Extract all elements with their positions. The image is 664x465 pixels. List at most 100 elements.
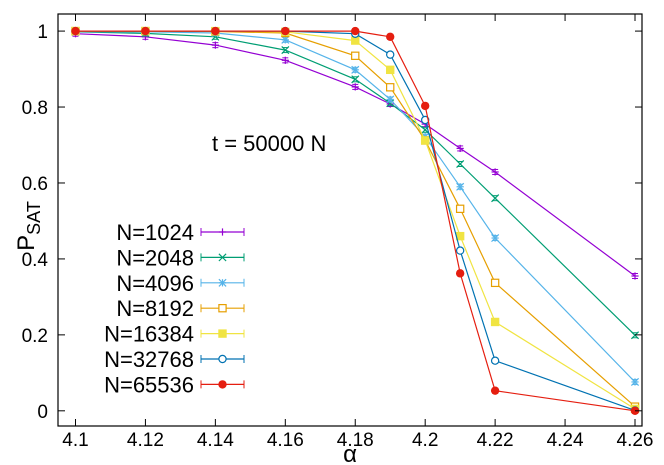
- legend: N=1024N=2048N=4096N=8192N=16384N=32768N=…: [104, 220, 245, 397]
- data-point: [281, 35, 290, 44]
- legend-marker: [218, 329, 227, 338]
- legend-item: N=32768: [104, 347, 245, 372]
- legend-marker: [218, 380, 227, 389]
- x-tick-label: 4.14: [197, 430, 234, 451]
- tick-layer: 4.1 4.12 4.14 4.16 4.18 4.2 4.22 4.24 4.26 0 0.2 0.…: [22, 14, 654, 451]
- legend-label: N=1024: [116, 220, 194, 245]
- data-point: [386, 99, 395, 108]
- data-point: [351, 75, 360, 84]
- legend-label: N=65536: [104, 372, 194, 397]
- data-point-stroke: [456, 159, 465, 169]
- data-point-stroke: [491, 194, 500, 203]
- legend-marker: [218, 278, 227, 287]
- series-layer: [71, 26, 640, 416]
- data-point-shape: [490, 386, 500, 395]
- data-point-stroke: [351, 75, 360, 84]
- data-point: [490, 317, 500, 327]
- y-axis-label-sub: SAT: [24, 201, 44, 235]
- series-line: [75, 30, 636, 383]
- data-point-shape: [281, 26, 290, 36]
- data-point-shape: [455, 231, 465, 241]
- y-tick-label: 1: [37, 22, 48, 43]
- y-tick-label: 0.6: [22, 174, 48, 195]
- series-line: [75, 30, 636, 412]
- x-tick-label: 4.22: [477, 430, 514, 451]
- data-point: [420, 101, 430, 111]
- x-axis-label: α: [343, 441, 357, 465]
- data-point: [351, 51, 360, 60]
- annotation-text: t = 50000 N: [212, 131, 326, 156]
- legend-marker: [218, 354, 227, 364]
- x-tick-label: 4.18: [337, 430, 374, 451]
- legend-marker-shape: [218, 380, 227, 389]
- data-point: [420, 115, 430, 125]
- data-point-stroke: [281, 46, 290, 55]
- legend-marker-shape: [218, 329, 227, 338]
- data-point: [456, 159, 465, 169]
- plot-border: [57, 13, 643, 427]
- data-point-shape: [386, 32, 395, 41]
- data-point-shape: [490, 356, 500, 365]
- data-point: [281, 46, 290, 55]
- plot-frame: [57, 13, 643, 427]
- data-point: [386, 83, 395, 92]
- series-n-65536: [71, 26, 640, 416]
- legend-label: N=8192: [116, 296, 194, 321]
- data-point-shape: [141, 26, 150, 36]
- legend-marker-shape: [218, 354, 227, 364]
- data-point: [491, 234, 500, 243]
- data-point-shape: [386, 65, 395, 75]
- y-tick-label: 0.8: [22, 98, 48, 119]
- data-point-shape: [351, 51, 360, 60]
- y-axis-label: PSAT: [13, 201, 44, 251]
- x-tick-label: 4.26: [617, 430, 654, 451]
- legend-marker: [218, 228, 227, 236]
- legend-item: N=16384: [104, 322, 245, 347]
- data-point-shape: [71, 26, 80, 36]
- data-point-stroke: [386, 99, 395, 108]
- legend-marker-stroke: [218, 278, 227, 287]
- data-point: [386, 65, 395, 75]
- data-point: [491, 168, 499, 176]
- data-point-stroke: [386, 95, 395, 104]
- data-point-shape: [420, 136, 430, 145]
- y-tick-label: 0: [37, 402, 48, 423]
- legend-marker-shape: [218, 304, 227, 313]
- data-point-shape: [490, 317, 500, 327]
- data-point-shape: [420, 101, 430, 111]
- legend-label: N=4096: [116, 271, 194, 296]
- legend-marker: [218, 253, 227, 262]
- x-tick-label: 4.24: [547, 430, 584, 451]
- legend-item: N=1024: [116, 220, 245, 245]
- series-line: [75, 31, 636, 336]
- legend-marker-stroke: [218, 253, 227, 262]
- legend-item: N=4096: [116, 271, 245, 296]
- legend-item: N=2048: [116, 245, 245, 270]
- series-line: [75, 33, 636, 277]
- data-point: [490, 356, 500, 365]
- y-axis-label-main: P: [13, 235, 40, 251]
- data-point: [211, 26, 220, 36]
- data-point: [456, 182, 465, 191]
- data-point-shape: [386, 83, 395, 92]
- data-point: [351, 26, 360, 36]
- data-point-stroke: [351, 65, 360, 74]
- data-point: [456, 144, 464, 153]
- legend-item: N=8192: [116, 296, 245, 321]
- data-point: [455, 246, 465, 255]
- data-point-shape: [211, 26, 220, 36]
- data-point: [490, 386, 500, 395]
- data-point: [386, 50, 395, 59]
- data-point-shape: [455, 269, 465, 278]
- data-point-shape: [490, 278, 500, 288]
- data-point: [491, 194, 500, 203]
- axes-labels: α PSAT t = 50000 N: [13, 131, 357, 465]
- x-tick-label: 4.1: [62, 430, 88, 451]
- data-point-stroke: [456, 182, 465, 191]
- x-tick-label: 4.12: [127, 430, 164, 451]
- data-point: [630, 377, 640, 386]
- data-point-shape: [420, 115, 430, 125]
- data-point: [631, 272, 639, 280]
- data-point: [386, 95, 395, 104]
